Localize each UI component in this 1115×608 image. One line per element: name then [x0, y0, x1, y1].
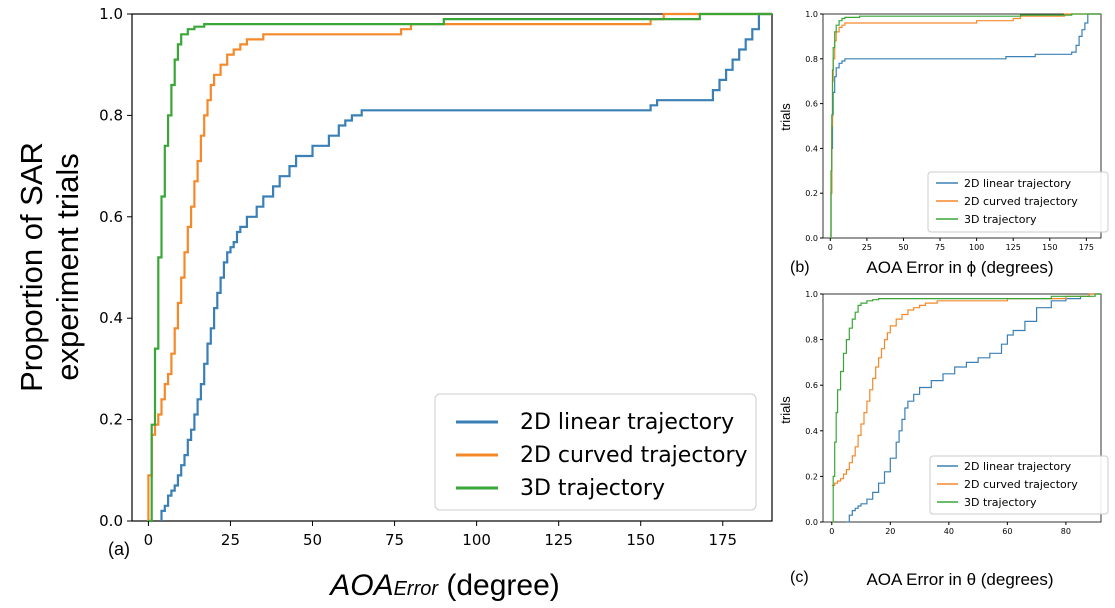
panel-a-series-three_d-line: [148, 12, 772, 523]
panel-a-xtick-label: 75: [385, 531, 404, 549]
panel-b-label: (b): [790, 259, 810, 276]
legend-a-curved-label: 2D curved trajectory: [520, 443, 748, 468]
panel-b-ylabel: trials: [778, 103, 793, 131]
panel-a-xlabel: AOAError (degree): [328, 569, 560, 602]
legend-c-linear-label: 2D linear trajectory: [964, 460, 1072, 473]
panel-c-series-three_d-line: [831, 293, 1101, 523]
panel-a-xlabel-sub: Error: [394, 578, 440, 600]
panel-c-xtick-label: 0: [829, 527, 834, 536]
panel-a-xtick-label: 150: [626, 531, 655, 549]
panel-a-ytick-label: 0.2: [99, 411, 123, 429]
panel-c-frame: [822, 293, 1102, 523]
panel-c-series-linear-line: [846, 293, 1101, 523]
panel-b-legend: 2D linear trajectory 2D curved trajector…: [927, 171, 1109, 233]
panel-c-xtick-label: 60: [1002, 527, 1012, 536]
panel-b-ytick-label: 0.0: [805, 234, 818, 243]
panel-b-ytick-label: 0.2: [805, 189, 818, 198]
panel-c-xtick-label: 20: [885, 527, 895, 536]
panel-a-ytick-label: 0.4: [99, 309, 123, 327]
panel-b-xtick-label: 125: [1006, 243, 1021, 252]
panel-a: Proportion of SAR experiment trials (a) …: [14, 5, 773, 602]
panel-b-xtick-label: 100: [969, 243, 984, 252]
panel-a-legend: 2D linear trajectory 2D curved trajector…: [434, 393, 757, 511]
panel-c-ytick-label: 0.4: [805, 427, 818, 436]
panel-a-xlabel-rest: (degree): [438, 569, 560, 602]
panel-a-ytick-label: 0.8: [99, 106, 123, 124]
panel-c-label: (c): [790, 569, 809, 586]
panel-b-frame: [822, 13, 1102, 239]
panel-b: trials (b) AOA Error in ϕ (degrees) 0 25 5…: [778, 10, 1109, 277]
panel-c-ytick-label: 0.8: [805, 336, 818, 345]
panel-a-xlabel-main: AOA: [328, 569, 393, 602]
panel-b-xtick-label: 50: [898, 243, 908, 252]
panel-b-ytick-label: 0.8: [805, 55, 818, 64]
legend-b-curved-label: 2D curved trajectory: [964, 195, 1078, 208]
panel-a-ytick-label: 1.0: [99, 5, 123, 23]
panel-a-xtick-label: 0: [144, 531, 154, 549]
panel-a-frame: [131, 13, 773, 522]
panel-a-series-curved-line: [147, 12, 772, 521]
legend-c-3d-label: 3D trajectory: [964, 496, 1037, 509]
panel-a-xtick-label: 125: [544, 531, 573, 549]
panel-c-ytick-label: 0.0: [805, 518, 818, 527]
panel-a-xtick-label: 100: [462, 531, 491, 549]
panel-a-series-linear-line: [160, 12, 772, 521]
panel-c-xlabel: AOA Error in θ (degrees): [866, 570, 1053, 589]
legend-a-linear-label: 2D linear trajectory: [520, 410, 734, 435]
panel-c-xtick-label: 80: [1061, 527, 1071, 536]
panel-a-ytick-label: 0.6: [99, 208, 123, 226]
panel-c-ytick-label: 0.6: [805, 381, 818, 390]
panel-c-ytick-label: 0.2: [805, 472, 818, 481]
panel-b-xtick-label: 175: [1079, 243, 1094, 252]
panel-b-series-three_d-line: [830, 13, 1101, 239]
panel-a-ylabel-line2: experiment trials: [50, 153, 85, 380]
panel-b-series-curved-line: [830, 13, 1101, 239]
panel-c-legend: 2D linear trajectory 2D curved trajector…: [929, 455, 1109, 515]
legend-b-3d-label: 3D trajectory: [964, 213, 1037, 226]
panel-b-xtick-label: 0: [828, 243, 833, 252]
panel-c-ytick-label: 1.0: [805, 290, 818, 299]
panel-b-xlabel: AOA Error in ϕ (degrees): [866, 258, 1053, 277]
panel-a-ylabel-line1: Proportion of SAR: [14, 142, 49, 392]
panel-c-ylabel: trials: [778, 396, 793, 424]
panel-b-xtick-label: 75: [935, 243, 945, 252]
legend-a-3d-label: 3D trajectory: [520, 476, 665, 501]
panel-c-series-curved-line: [831, 293, 1101, 487]
legend-b-linear-label: 2D linear trajectory: [964, 177, 1072, 190]
panel-a-xtick-label: 25: [221, 531, 240, 549]
legend-c-curved-label: 2D curved trajectory: [964, 478, 1078, 491]
panel-b-ytick-label: 1.0: [805, 10, 818, 19]
panel-b-xtick-label: 150: [1042, 243, 1057, 252]
panel-a-xtick-label: 50: [303, 531, 322, 549]
panel-a-ytick-label: 0.0: [99, 512, 123, 530]
panel-b-ytick-label: 0.6: [805, 100, 818, 109]
panel-a-label: (a): [108, 539, 130, 559]
panel-c: trials (c) AOA Error in θ (degrees) 0 20 4…: [778, 290, 1109, 589]
panel-b-ytick-label: 0.4: [805, 144, 818, 153]
panel-a-xtick-label: 175: [708, 531, 737, 549]
panel-c-xtick-label: 40: [944, 527, 954, 536]
panel-b-xtick-label: 25: [862, 243, 872, 252]
